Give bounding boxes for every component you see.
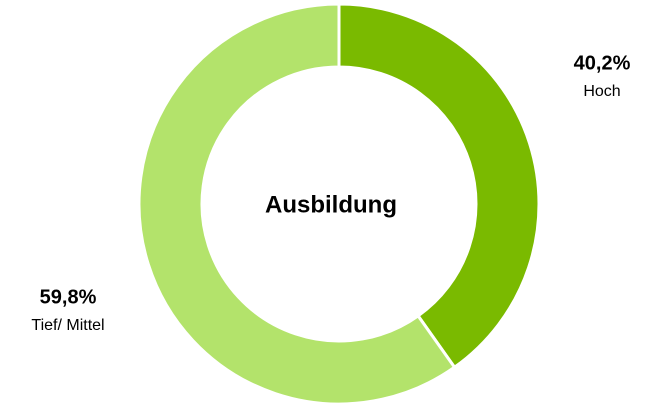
category-label: Hoch — [583, 83, 620, 100]
category-label: Tief/ Mittel — [31, 317, 104, 334]
center-title: Ausbildung — [265, 191, 397, 218]
value-label: 40,2% — [574, 52, 631, 74]
value-label: 59,8% — [40, 286, 97, 308]
donut-segment — [137, 2, 457, 406]
donut-segment — [337, 2, 541, 370]
